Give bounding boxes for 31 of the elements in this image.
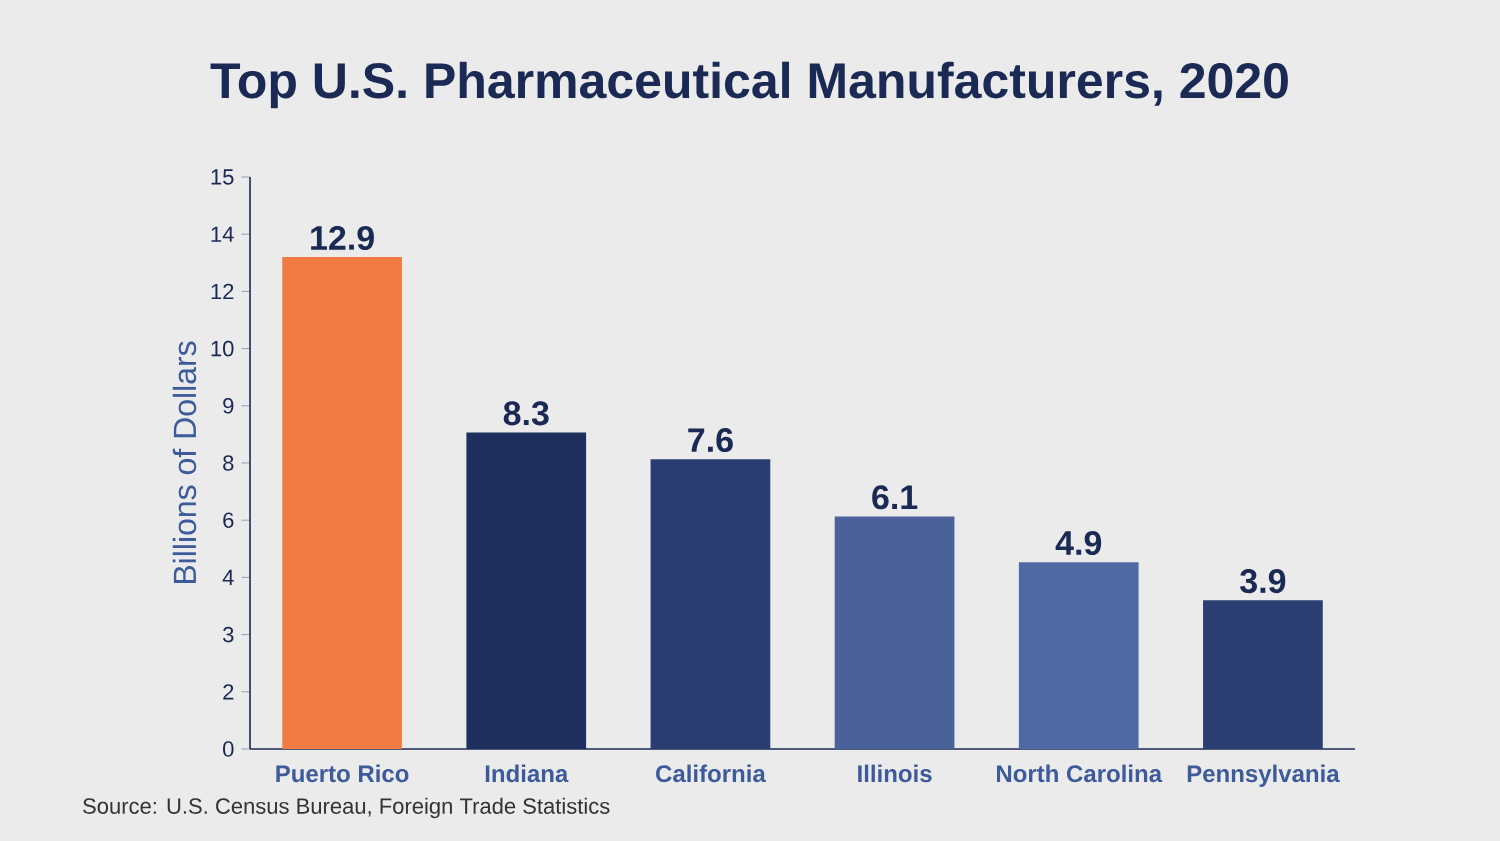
x-tick-label: Illinois bbox=[858, 764, 932, 783]
y-tick-label: 12 bbox=[211, 283, 234, 300]
bar bbox=[650, 459, 771, 749]
x-tick-label: North Carolina bbox=[997, 764, 1163, 783]
y-tick-label: 3 bbox=[223, 626, 234, 643]
data-label: 12.9 bbox=[311, 225, 374, 251]
y-tick-label: 15 bbox=[211, 169, 234, 185]
bar bbox=[1018, 562, 1139, 749]
y-tick-label: 14 bbox=[211, 226, 234, 242]
chart-title: Top U.S. Pharmaceutical Manufacturers, 2020 bbox=[210, 61, 1288, 109]
x-tick-label: Pennsylvania bbox=[1187, 764, 1340, 787]
bar bbox=[1203, 600, 1323, 749]
y-tick-label: 4 bbox=[222, 569, 234, 585]
y-tick-label: 0 bbox=[223, 741, 234, 757]
data-label: 3.9 bbox=[1240, 569, 1286, 594]
y-tick-label: 9 bbox=[223, 398, 234, 414]
source-note: Source: U.S. Census Bureau, Foreign Trade Statistics bbox=[83, 797, 610, 819]
data-label: 7.6 bbox=[688, 428, 733, 453]
x-tick-label: California bbox=[656, 764, 766, 783]
y-tick-label: 6 bbox=[223, 512, 234, 528]
y-tick-label: 10 bbox=[211, 340, 234, 357]
y-axis-title: Billions of Dollars bbox=[172, 341, 197, 584]
x-tick-label: Indiana bbox=[485, 764, 569, 783]
y-tick-label: 2 bbox=[223, 684, 234, 700]
bar bbox=[834, 516, 955, 749]
y-tick-label: 8 bbox=[223, 455, 234, 471]
data-label: 4.9 bbox=[1055, 530, 1102, 556]
x-tick-label: Puerto Rico bbox=[276, 764, 409, 783]
data-label: 6.1 bbox=[872, 485, 918, 510]
bar bbox=[282, 257, 402, 749]
data-label: 8.3 bbox=[503, 401, 549, 426]
